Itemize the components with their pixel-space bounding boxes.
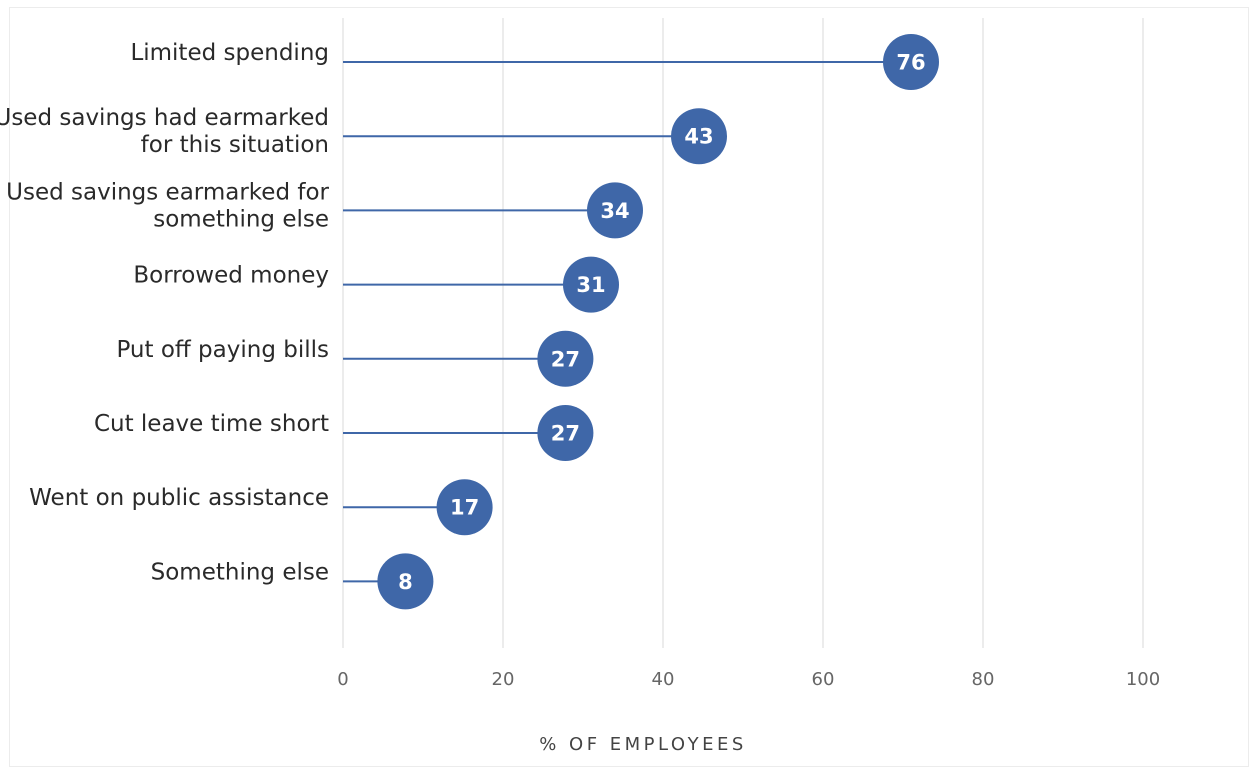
value-label-1: 43 [684,125,713,149]
category-label-6-line-0: Went on public assistance [29,485,329,511]
category-label-7-line-0: Something else [151,559,329,585]
x-tick-label-80: 80 [972,669,995,690]
marker-7 [377,553,434,610]
markers: 76 43 34 31 27 27 17 8 [377,34,939,610]
value-label-7: 8 [398,570,413,594]
category-label-1-line-0: Used savings had earmarked [0,105,329,131]
marker-6 [436,479,493,536]
category-label-3: Borrowed money [133,263,329,289]
x-tick-label-60: 60 [812,669,835,690]
category-label-3-line-0: Borrowed money [133,263,329,289]
x-axis-title: % OF EMPLOYEES [539,734,747,755]
chart-frame [9,7,1249,767]
x-tick-label-40: 40 [652,669,675,690]
category-label-5-line-0: Cut leave time short [94,411,329,437]
category-label-1: Used savings had earmarked for this situa… [0,105,329,158]
category-label-4-line-0: Put off paying bills [116,337,329,363]
category-label-2-line-1: something else [153,206,329,232]
category-label-7: Something else [151,559,329,585]
category-label-4: Put off paying bills [116,337,329,363]
x-tick-label-20: 20 [492,669,515,690]
value-label-6: 17 [450,496,479,520]
value-label-0: 76 [896,51,925,75]
category-label-2-line-0: Used savings earmarked for [6,179,329,205]
marker-5 [537,405,594,461]
category-label-0: Limited spending [130,40,329,66]
x-tick-label-100: 100 [1126,669,1160,690]
category-label-5: Cut leave time short [94,411,329,437]
marker-3 [563,256,619,313]
grid-lines [342,18,1144,648]
x-axis-ticks: 0 20 40 60 80 100 [337,669,1160,690]
marker-4 [537,330,594,387]
marker-1 [671,108,727,165]
category-label-2: Used savings earmarked for something else [6,179,329,232]
x-tick-label-0: 0 [337,669,348,690]
value-label-3: 31 [576,273,605,297]
stems [343,61,911,583]
marker-0 [883,34,939,90]
value-label-5: 27 [551,422,580,446]
value-label-2: 34 [600,199,629,223]
category-label-1-line-1: for this situation [141,132,329,158]
category-label-6: Went on public assistance [29,485,329,511]
value-label-4: 27 [551,347,580,371]
marker-2 [587,182,643,239]
category-label-0-line-0: Limited spending [130,40,329,66]
category-labels: Limited spending Used savings had earmark… [0,40,330,585]
